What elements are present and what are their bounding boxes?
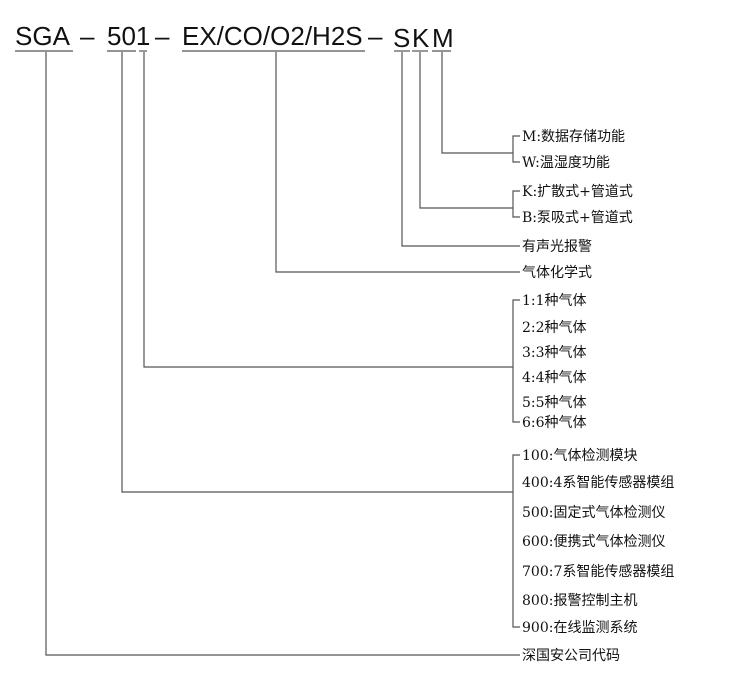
- option-label: 2:2种气体: [522, 320, 587, 336]
- option-label: 400:4系智能传感器模组: [522, 474, 674, 491]
- option-label: 3:3种气体: [522, 345, 587, 361]
- option-label: 700:7系智能传感器模组: [522, 563, 674, 580]
- option-label: 600:便携式气体检测仪: [522, 534, 665, 550]
- option-label: 4:4种气体: [522, 370, 587, 386]
- option-label: B:泵吸式+管道式: [522, 210, 633, 226]
- code-dash: –: [80, 21, 95, 51]
- code-k: K: [412, 23, 430, 53]
- option-labels: M:数据存储功能 W:温湿度功能 K:扩散式+管道式 B:泵吸式+管道式有声光报警气体…: [522, 129, 674, 664]
- option-label: 500:固定式气体检测仪: [522, 505, 665, 521]
- option-label: 5:5种气体: [522, 395, 587, 411]
- option-label: 深国安公司代码: [522, 648, 620, 664]
- code-dash: –: [155, 21, 170, 51]
- model-code-header: SGA – 501 – EX/CO/O2/H2S – S K M: [15, 21, 454, 53]
- code-m: M: [432, 23, 454, 53]
- code-series: 501: [107, 21, 150, 51]
- code-dash: –: [368, 21, 383, 51]
- code-s: S: [393, 23, 410, 53]
- option-label: 800:报警控制主机: [522, 593, 637, 609]
- option-label: 900:在线监测系统: [522, 620, 637, 636]
- option-label: W:温湿度功能: [522, 155, 610, 171]
- option-label: 有声光报警: [522, 239, 592, 255]
- option-label: M:数据存储功能: [522, 129, 625, 145]
- option-label: 100:气体检测模块: [522, 448, 637, 464]
- option-label: 6:6种气体: [522, 415, 587, 431]
- code-prefix: SGA: [15, 21, 71, 51]
- option-label: 气体化学式: [522, 265, 592, 281]
- option-label: K:扩散式+管道式: [522, 184, 633, 200]
- connector-lines: [45, 52, 520, 656]
- code-gases: EX/CO/O2/H2S: [182, 21, 363, 51]
- option-label: 1:1种气体: [522, 293, 587, 309]
